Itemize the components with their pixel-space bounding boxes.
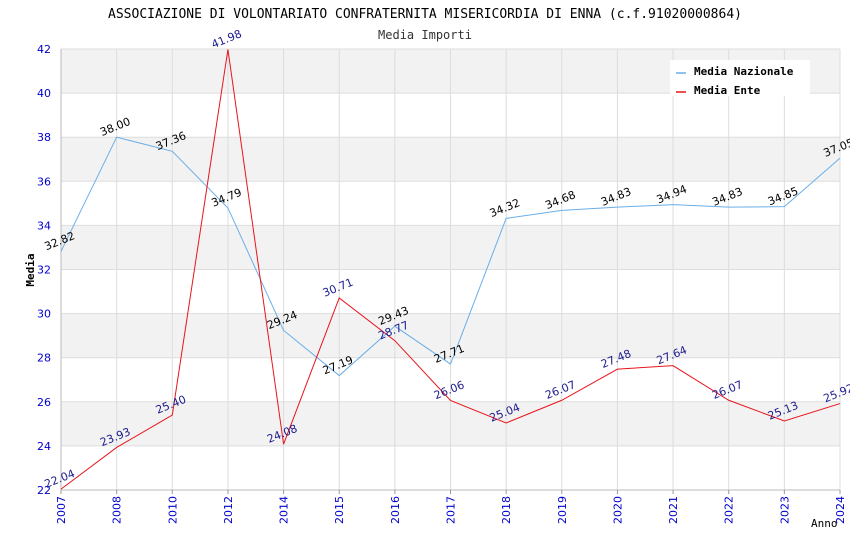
legend-label-media-ente: Media Ente	[694, 84, 761, 97]
chart-title: ASSOCIAZIONE DI VOLONTARIATO CONFRATERNI…	[108, 7, 742, 22]
series-line-media-ente	[60, 49, 841, 490]
y-tick-label: 40	[37, 87, 51, 100]
x-tick-label: 2019	[556, 496, 569, 524]
y-tick-label: 38	[37, 131, 51, 144]
x-tick-label: 2022	[723, 496, 736, 524]
data-label-media-ente: 41.98	[210, 27, 244, 51]
x-tick-label: 2018	[500, 496, 513, 524]
y-axis: 22 24 26 28 30 32 34 36 38 40 42	[37, 43, 51, 497]
y-tick-label: 24	[37, 440, 51, 453]
x-tick-label: 2021	[667, 496, 680, 524]
x-axis: 2007 2008 2010 2012 2014 2015 2016 2017 2018 2019…	[55, 490, 847, 524]
series-line-media-nazionale	[60, 136, 841, 377]
legend: Media Nazionale Media Ente	[670, 60, 810, 97]
y-tick-label: 22	[37, 484, 51, 497]
x-tick-label: 2020	[611, 496, 624, 524]
y-tick-label: 34	[37, 219, 51, 232]
x-tick-label: 2007	[55, 496, 68, 524]
y-tick-label: 42	[37, 43, 51, 56]
y-tick-label: 26	[37, 396, 51, 409]
y-tick-label: 32	[37, 264, 51, 277]
x-tick-label: 2023	[778, 496, 791, 524]
x-tick-label: 2014	[278, 496, 291, 524]
x-tick-label: 2008	[111, 496, 124, 524]
y-tick-label: 36	[37, 175, 51, 188]
x-tick-label: 2010	[166, 496, 179, 524]
y-tick-label: 30	[37, 308, 51, 321]
x-axis-label: Anno	[811, 517, 838, 530]
series-lines	[60, 49, 841, 490]
y-axis-label: Media	[24, 253, 37, 286]
legend-label-media-nazionale: Media Nazionale	[694, 65, 794, 78]
x-tick-label: 2017	[445, 496, 458, 524]
y-tick-label: 28	[37, 352, 51, 365]
x-tick-label: 2012	[222, 496, 235, 524]
x-tick-label: 2015	[333, 496, 346, 524]
chart-subtitle: Media Importi	[378, 28, 472, 42]
x-tick-label: 2024	[834, 496, 847, 524]
x-tick-label: 2016	[389, 496, 402, 524]
